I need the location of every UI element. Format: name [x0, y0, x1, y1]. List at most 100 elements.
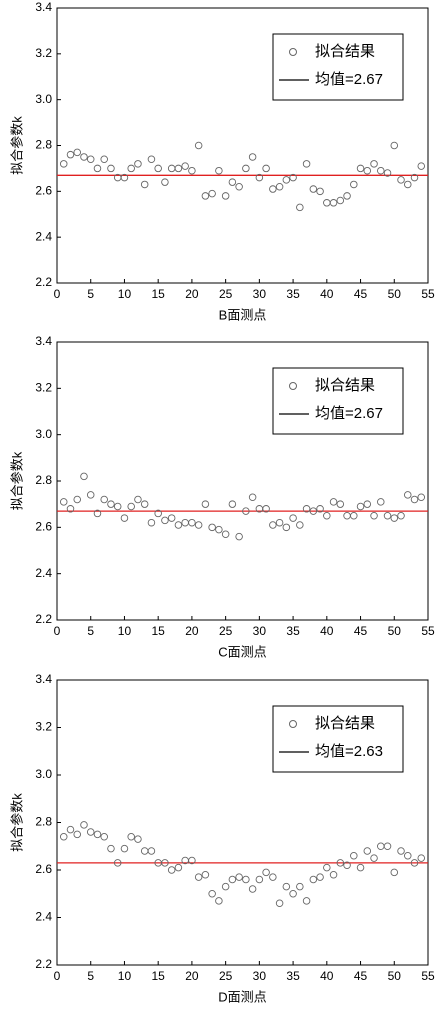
x-tick-label: 55 — [421, 969, 435, 983]
data-point — [329, 199, 338, 207]
legend-marker — [289, 48, 297, 56]
data-point — [140, 847, 149, 855]
data-point — [100, 495, 108, 504]
legend-box — [272, 33, 404, 101]
data-point — [147, 518, 156, 527]
data-point — [80, 153, 88, 161]
x-tick-label: 25 — [219, 969, 233, 983]
data-point — [154, 509, 162, 518]
data-point — [323, 199, 331, 207]
legend-label: 均值=2.67 — [315, 71, 383, 88]
data-point — [208, 189, 216, 198]
data-point — [383, 169, 392, 177]
y-tick-label: 2.8 — [35, 473, 52, 487]
y-tick-label: 3.4 — [35, 334, 52, 348]
data-point — [100, 833, 108, 841]
y-tick-label: 3.0 — [35, 92, 52, 106]
data-point — [113, 859, 122, 867]
data-point — [370, 160, 378, 168]
x-tick-label: 40 — [320, 969, 334, 983]
data-point — [363, 847, 372, 855]
data-point — [302, 897, 311, 905]
data-point — [248, 493, 257, 501]
data-point — [235, 182, 243, 191]
data-point — [289, 514, 297, 522]
data-point — [93, 830, 102, 839]
x-tick-label: 0 — [54, 287, 61, 301]
y-tick-label: 3.4 — [35, 672, 52, 686]
data-point — [309, 507, 318, 515]
data-point — [336, 500, 345, 508]
data-point — [167, 514, 176, 522]
data-point — [377, 842, 385, 851]
chart: 2.2 2.4 2.6 2.8 3.0 3.2 3.4 0 5 10 15 20 25 30 35 40 45 5… — [9, 0, 435, 322]
data-point — [73, 830, 81, 839]
data-point — [309, 875, 318, 884]
data-point — [174, 164, 183, 173]
data-point — [343, 861, 351, 870]
data-point — [134, 495, 142, 504]
data-point — [363, 166, 372, 175]
data-point — [80, 821, 88, 829]
data-point — [93, 164, 102, 173]
data-point — [235, 873, 243, 881]
data-point — [167, 164, 176, 173]
chart: 2.2 2.4 2.6 2.8 3.0 3.2 3.4 0 5 10 15 20 25 30 35 40 45 5… — [9, 672, 435, 1004]
x-tick-label: 5 — [87, 287, 94, 301]
data-point — [86, 155, 95, 163]
x-tick-label: 10 — [118, 624, 132, 638]
data-point — [296, 521, 304, 529]
x-axis-label: B面测点 — [219, 307, 267, 322]
data-point — [66, 150, 75, 159]
y-tick-label: 3.2 — [35, 381, 52, 395]
data-point — [127, 164, 135, 173]
data-point — [356, 502, 365, 511]
data-point — [255, 173, 264, 182]
x-tick-label: 20 — [185, 969, 199, 983]
data-point — [235, 532, 243, 541]
data-point — [113, 502, 122, 511]
data-point — [336, 196, 345, 205]
y-tick-label: 3.2 — [35, 720, 52, 734]
data-point — [147, 155, 156, 163]
data-point — [221, 192, 230, 200]
data-point — [316, 873, 324, 881]
data-point — [120, 844, 129, 853]
data-point — [269, 185, 277, 193]
x-tick-label: 45 — [354, 287, 368, 301]
data-point — [329, 498, 338, 506]
data-point — [397, 512, 405, 520]
data-point — [316, 187, 324, 196]
x-tick-label: 45 — [354, 624, 368, 638]
data-point — [181, 518, 189, 527]
x-tick-label: 10 — [118, 969, 132, 983]
chart: 2.2 2.4 2.6 2.8 3.0 3.2 3.4 0 5 10 15 20 25 30 35 40 45 5… — [9, 334, 435, 659]
x-tick-label: 15 — [152, 969, 166, 983]
data-point — [275, 899, 284, 908]
data-point — [350, 180, 358, 189]
data-point — [370, 512, 378, 520]
legend-box — [272, 367, 404, 435]
data-point — [120, 514, 129, 522]
data-point — [188, 856, 196, 865]
data-point — [215, 525, 223, 534]
data-point — [188, 166, 196, 175]
data-point — [221, 530, 230, 539]
data-point — [343, 512, 351, 520]
data-point — [208, 890, 216, 898]
x-tick-label: 30 — [253, 287, 267, 301]
y-axis-label: 拟合参数k — [9, 451, 24, 510]
data-point — [228, 500, 237, 508]
x-tick-label: 20 — [185, 287, 199, 301]
data-point — [107, 500, 115, 508]
data-point — [59, 498, 68, 506]
data-point — [140, 180, 149, 189]
x-tick-label: 50 — [388, 969, 402, 983]
x-tick-label: 25 — [219, 624, 233, 638]
x-tick-label: 0 — [54, 969, 61, 983]
data-point — [370, 854, 378, 862]
data-point — [228, 178, 237, 186]
data-point — [309, 185, 318, 193]
data-point — [377, 498, 385, 506]
